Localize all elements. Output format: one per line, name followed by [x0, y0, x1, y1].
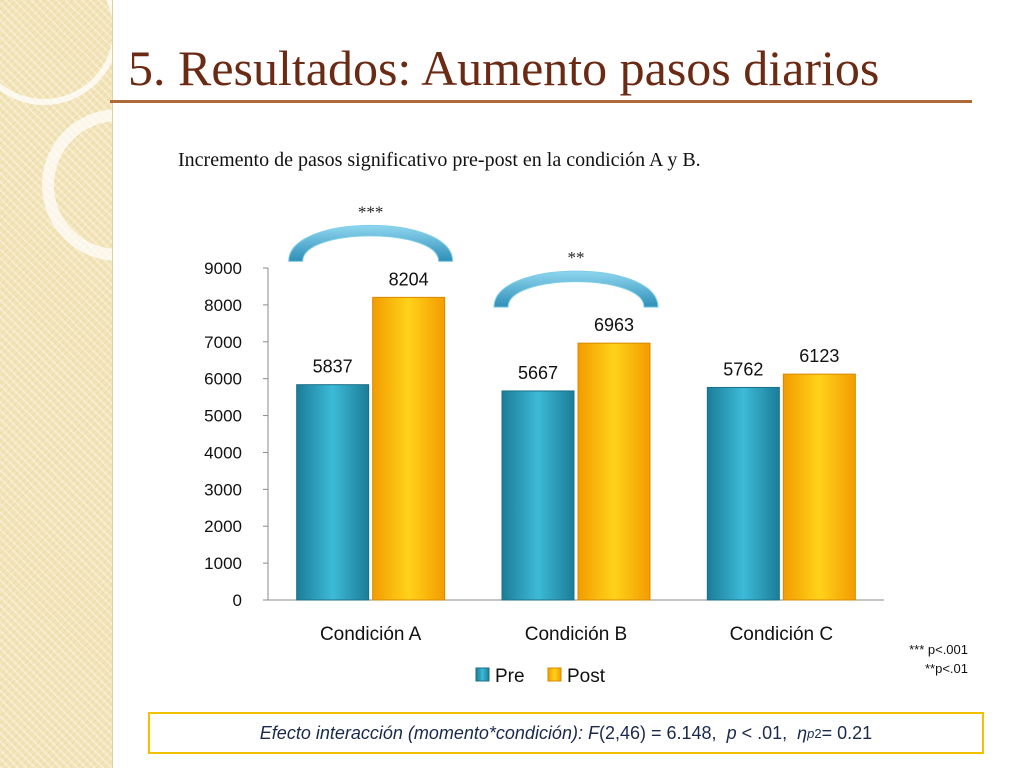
y-tick-label: 6000	[204, 370, 242, 389]
effect-eta-value: = 0.21	[821, 722, 873, 743]
bar-post-condicion-a	[372, 296, 446, 601]
y-tick-label: 7000	[204, 333, 242, 352]
legend-swatch-pre	[475, 667, 490, 682]
legend-swatch-post	[547, 667, 562, 682]
effect-f-value: (2,46) = 6.148,	[598, 722, 717, 743]
data-label-post-condicion-b: 6963	[594, 315, 634, 335]
x-category-label: Condición A	[320, 624, 422, 645]
bar-chart: 0 1000 2000 3000 4000 5000 6000 7000 8000 9000 Con…	[204, 202, 884, 687]
x-category-label: Condición C	[730, 624, 834, 645]
interaction-effect-box: Efecto interacción (momento*condición): …	[148, 712, 984, 754]
bar-post-condicion-c	[782, 373, 856, 601]
y-tick-label: 3000	[204, 480, 242, 499]
chart-data-labels: 5837 8204 5667 6963 5762 6123	[313, 269, 840, 383]
effect-p-value: < .01,	[741, 722, 788, 743]
effect-p-symbol: p	[726, 722, 737, 743]
y-tick-label: 0	[233, 591, 242, 610]
legend-label-pre: Pre	[495, 666, 525, 687]
note-p01: **p<.01	[924, 661, 968, 676]
significance-markers: *****	[288, 202, 659, 308]
y-tick-label: 9000	[204, 259, 242, 278]
bar-pre-condicion-a	[296, 384, 370, 601]
significance-label-condicion-a: ***	[358, 202, 384, 221]
decorative-side-strip	[0, 0, 113, 768]
slide-title: 5. Resultados: Aumento pasos diarios	[128, 40, 880, 96]
title-divider	[110, 100, 972, 103]
x-category-label: Condición B	[525, 624, 627, 645]
significance-notes: *** p<.001 **p<.01	[909, 640, 968, 678]
note-p001: *** p<.001	[909, 642, 968, 657]
chart-legend: Pre Post	[475, 666, 606, 687]
bar-pre-condicion-c	[706, 386, 780, 601]
decorative-rings-icon	[0, 0, 112, 261]
data-label-pre-condicion-b: 5667	[518, 363, 558, 383]
data-label-pre-condicion-a: 5837	[313, 357, 353, 377]
y-tick-label: 2000	[204, 517, 242, 536]
significance-label-condicion-b: **	[568, 248, 585, 267]
y-tick-label: 8000	[204, 296, 242, 315]
effect-eta-symbol: η	[797, 722, 808, 743]
significance-arc-condicion-a	[288, 224, 454, 262]
data-label-post-condicion-a: 8204	[389, 269, 429, 289]
bar-pre-condicion-b	[501, 390, 575, 601]
chart-bars	[296, 296, 856, 601]
significance-arc-condicion-b	[493, 270, 659, 308]
legend-label-post: Post	[567, 666, 606, 687]
y-tick-label: 5000	[204, 407, 242, 426]
effect-f-symbol: F	[587, 722, 599, 743]
chart-subtitle: Incremento de pasos significativo pre-po…	[178, 149, 701, 171]
effect-eta-subscript: p	[807, 725, 815, 741]
bar-post-condicion-b	[577, 342, 651, 601]
data-label-post-condicion-c: 6123	[799, 346, 839, 366]
data-label-pre-condicion-c: 5762	[723, 359, 763, 379]
y-tick-label: 4000	[204, 443, 242, 462]
chart-axes: 0 1000 2000 3000 4000 5000 6000 7000 8000 9000 Con…	[204, 259, 884, 645]
effect-label: Efecto interacción (momento*condición):	[259, 722, 583, 743]
y-tick-label: 1000	[204, 554, 242, 573]
effect-eta-superscript: 2	[814, 725, 822, 741]
